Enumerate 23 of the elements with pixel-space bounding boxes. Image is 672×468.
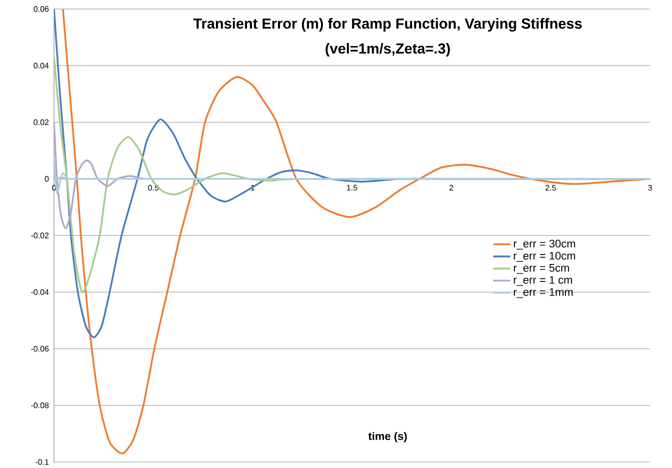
text: (vel=1m/s,Zeta=.3) xyxy=(326,43,450,57)
text: Transient Error (m) for Ramp Function, Varying Stiffness xyxy=(193,18,582,32)
y-tick-label: 0 xyxy=(44,176,49,182)
x-tick-label: 2.5 xyxy=(546,184,556,191)
y-tick-label: -0.02 xyxy=(31,232,49,238)
legend-label: r_err = 10cm xyxy=(514,252,576,262)
y-tick-label: 0.06 xyxy=(34,6,49,12)
x-tick-label: 3 xyxy=(648,184,652,191)
y-tick-label: 0.02 xyxy=(34,119,49,126)
line-series xyxy=(54,121,144,230)
y-tick-label: -0.04 xyxy=(31,289,49,295)
y-tick-label: -0.08 xyxy=(31,402,49,408)
legend-label: r_err = 1 cm xyxy=(514,276,572,286)
legend-label: r_err = 5cm xyxy=(514,264,569,274)
legend-label: r_err = 1mm xyxy=(514,288,573,298)
legend-label: r_err = 30cm xyxy=(514,240,576,250)
y-tick-label: -0.1 xyxy=(36,459,49,465)
line-series xyxy=(54,160,650,194)
x-tick-label: 2 xyxy=(450,184,454,190)
y-tick-label: -0.06 xyxy=(31,346,49,352)
x-axis-title: time (s) xyxy=(368,432,407,442)
y-tick-label: 0.04 xyxy=(34,62,49,68)
x-tick-label: 1.5 xyxy=(347,184,358,190)
